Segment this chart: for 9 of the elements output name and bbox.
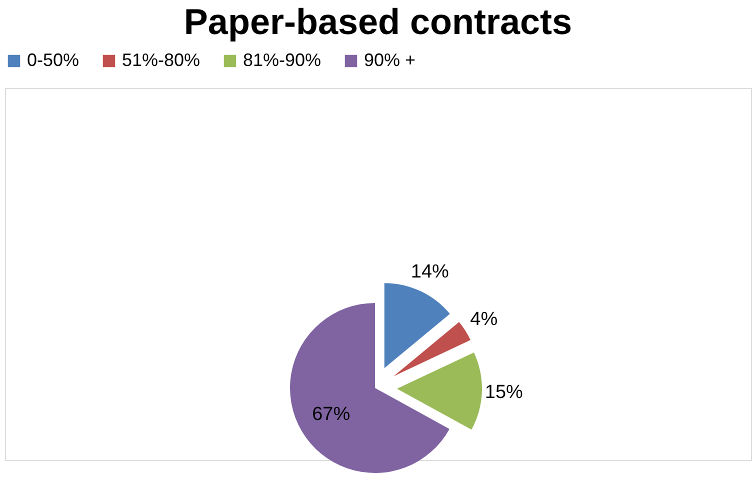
data-label: 4% [470, 308, 498, 330]
legend-label: 81%-90% [243, 50, 322, 70]
data-label: 14% [410, 261, 450, 282]
chart-title: Paper-based contracts [184, 1, 572, 42]
data-label: 67% [312, 404, 350, 425]
legend-label: 90% + [364, 50, 416, 70]
legend-label: 0-50% [27, 50, 80, 70]
data-label: 15% [484, 382, 524, 404]
legend-label: 51%-80% [122, 50, 200, 70]
